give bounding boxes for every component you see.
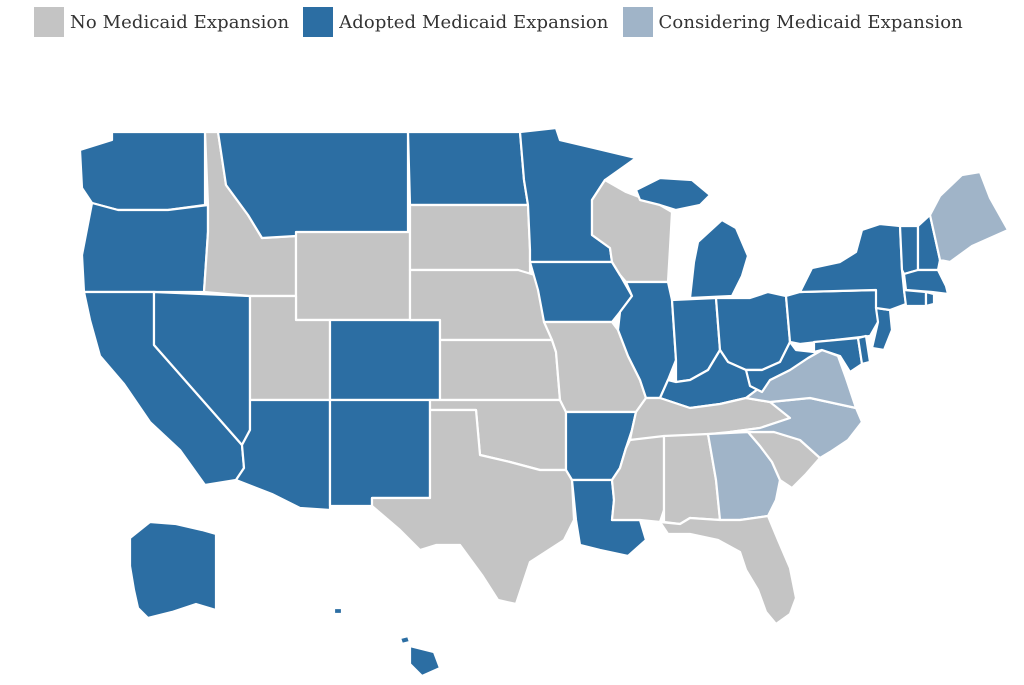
state-new-hampshire[interactable]: [916, 213, 942, 272]
state-new-mexico[interactable]: [328, 398, 432, 508]
legend-swatch-considering: [622, 7, 653, 37]
state-colorado[interactable]: [328, 318, 442, 402]
state-arizona[interactable]: [234, 398, 332, 512]
state-oregon[interactable]: [80, 201, 210, 294]
state-maine[interactable]: [928, 170, 1010, 264]
state-rhode-island[interactable]: [924, 290, 936, 308]
state-hawaii[interactable]: [332, 606, 442, 678]
legend-swatch-adopted: [303, 7, 334, 37]
state-texas[interactable]: [370, 408, 576, 606]
legend-swatch-no-expansion: [34, 7, 64, 37]
state-washington[interactable]: [78, 130, 207, 212]
state-connecticut[interactable]: [902, 288, 928, 308]
legend-label-adopted: Adopted Medicaid Expansion: [339, 11, 609, 33]
state-north-carolina[interactable]: [728, 396, 864, 460]
state-kansas[interactable]: [438, 338, 562, 402]
state-delaware[interactable]: [856, 334, 872, 366]
state-wyoming[interactable]: [294, 230, 412, 322]
state-vermont[interactable]: [898, 224, 920, 276]
state-ohio[interactable]: [714, 290, 792, 372]
legend-label-no-expansion: No Medicaid Expansion: [70, 11, 290, 33]
legend-item-no-expansion: No Medicaid Expansion: [34, 7, 289, 37]
state-south-dakota[interactable]: [408, 203, 532, 277]
state-pennsylvania[interactable]: [784, 288, 884, 346]
map-legend: No Medicaid Expansion Adopted Medicaid E…: [34, 7, 977, 37]
legend-item-adopted: Adopted Medicaid Expansion: [303, 7, 608, 37]
legend-item-considering: Considering Medicaid Expansion: [622, 7, 963, 37]
state-michigan[interactable]: [634, 176, 750, 300]
state-florida[interactable]: [658, 514, 798, 626]
state-north-dakota[interactable]: [406, 130, 530, 207]
state-alaska[interactable]: [128, 520, 218, 620]
legend-label-considering: Considering Medicaid Expansion: [658, 11, 963, 33]
